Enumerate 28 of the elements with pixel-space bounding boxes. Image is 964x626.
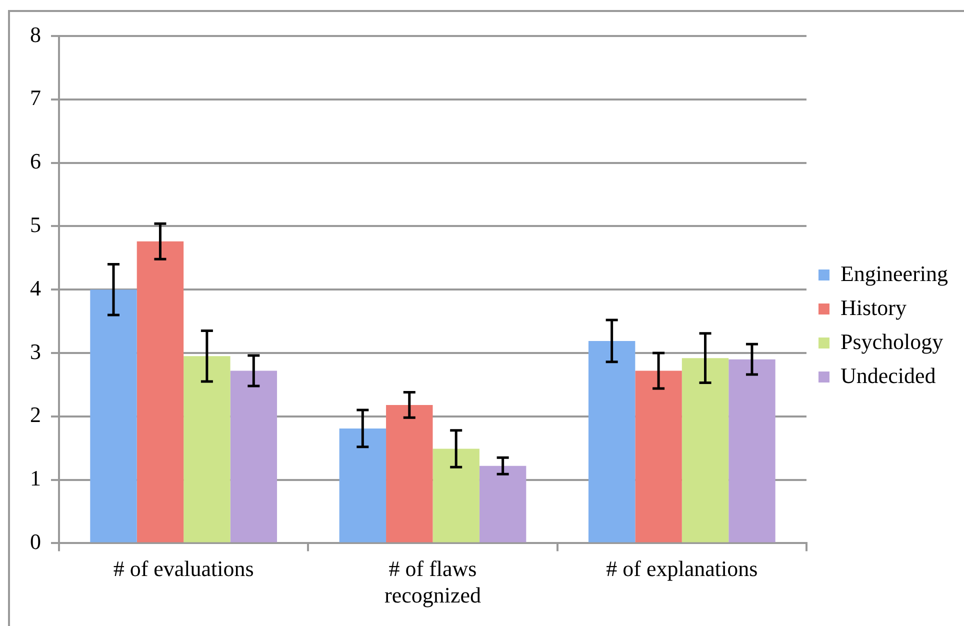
bar xyxy=(136,241,184,542)
legend-label: Engineering xyxy=(840,260,948,286)
y-tick-label: 0 xyxy=(30,528,41,554)
legend-label: Undecided xyxy=(840,362,936,388)
legend-label: Psychology xyxy=(840,328,944,354)
bar xyxy=(432,448,480,542)
bar xyxy=(230,370,278,542)
bar xyxy=(386,404,433,542)
x-tick-label: # of flaws recognized xyxy=(384,556,481,608)
y-tick-label: 6 xyxy=(30,148,41,174)
x-tick-label: # of explanations xyxy=(606,556,758,582)
x-tick-label: # of evaluations xyxy=(113,556,254,582)
bar xyxy=(588,340,636,542)
bar xyxy=(682,358,729,542)
y-tick-label: 5 xyxy=(30,212,41,237)
bar xyxy=(90,290,137,542)
bar xyxy=(728,359,776,542)
legend-label: History xyxy=(840,294,906,320)
bar xyxy=(339,428,386,542)
bar xyxy=(479,466,526,542)
y-tick-label: 3 xyxy=(30,338,41,364)
bar xyxy=(635,370,682,542)
y-tick-label: 1 xyxy=(30,466,41,491)
y-tick-label: 2 xyxy=(30,402,41,428)
y-tick-label: 4 xyxy=(30,275,41,300)
y-tick-label: 7 xyxy=(30,85,41,110)
bar xyxy=(184,356,230,542)
y-tick-label: 8 xyxy=(30,22,41,47)
